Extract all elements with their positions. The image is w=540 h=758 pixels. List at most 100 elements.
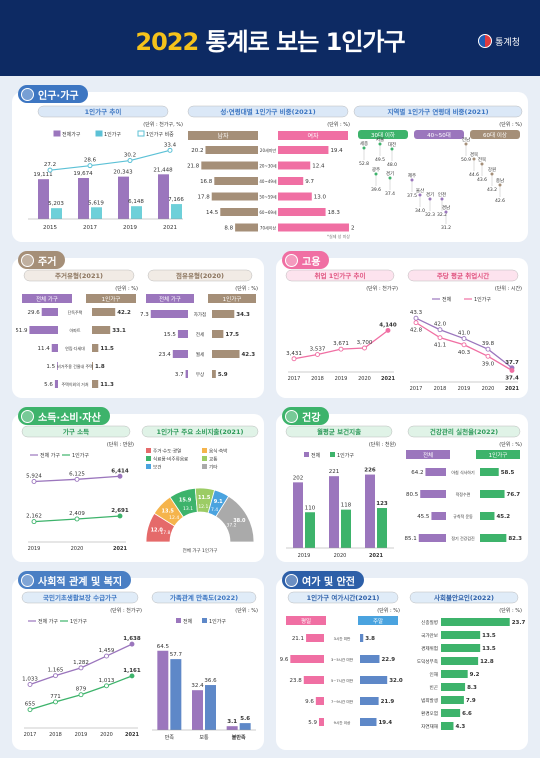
spend-inner-4: 7.4 xyxy=(211,507,218,513)
welfare-value-0-4: 1,638 xyxy=(123,636,141,642)
htype-right-bar-4 xyxy=(92,380,99,388)
hours-value-1-0: 42.8 xyxy=(410,328,423,334)
healthpractice-right-value-1: 76.7 xyxy=(507,492,521,498)
sexage-male-value-5: 8.8 xyxy=(224,226,233,232)
income-point-0-2 xyxy=(117,473,123,479)
anxiety-value-7: 6.6 xyxy=(462,711,472,717)
region-group-bg-1 xyxy=(414,130,464,139)
chart-housing-type: 주거유형(2021) (단위 : %) 전체 가구 1인가구 29.6 42.2 단독주택 5… xyxy=(16,269,138,388)
region-point-5 xyxy=(410,178,414,182)
chart-employed: 취업 1인가구 추이(단위 : 천가구) 3,431 3,537 3,671 3,700… xyxy=(285,269,398,382)
sexage-male-value-0: 20.2 xyxy=(191,148,203,154)
anxiety-value-3: 12.8 xyxy=(480,659,494,665)
people-icon xyxy=(21,573,34,587)
hours-title: 주당 평균 취업시간 xyxy=(437,271,489,280)
tenure-left-label: 전체 가구 xyxy=(159,295,181,303)
leisure-left-bar-1 xyxy=(290,655,324,663)
anxiety-value-4: 9.2 xyxy=(470,672,480,678)
family-x-2: 불만족 xyxy=(232,734,246,741)
income-value-0-0: 5,924 xyxy=(26,473,42,479)
hh-xlabel-2: 2019 xyxy=(123,225,137,231)
tenure-title: 점유유형(2020) xyxy=(176,271,224,280)
region-point-12 xyxy=(480,162,484,166)
htype-category-1: 아파트 xyxy=(69,327,80,333)
healthcost-value-0-0: 202 xyxy=(293,475,304,481)
spend-legend-swatch-1 xyxy=(202,448,207,453)
home-icon xyxy=(21,253,34,267)
leisure-left-value-4: 5.9 xyxy=(308,720,317,726)
healthpractice-right-value-0: 58.5 xyxy=(501,470,515,476)
region-name-11: 경북 xyxy=(470,151,478,158)
hours-point-1-4 xyxy=(509,368,515,373)
region-value-6: 34.0 xyxy=(415,208,425,214)
region-value-3: 39.6 xyxy=(371,187,381,193)
chart-work-hours: 주당 평균 취업시간 (단위 : 시간) 전체 1인가구 43.3 42.0 41.0 39.… xyxy=(407,269,522,392)
spend-title: 1인가구 주요 소비지출(2021) xyxy=(157,427,244,436)
region-name-7: 경기 xyxy=(426,191,434,198)
hh-xlabel-3: 2021 xyxy=(163,225,177,231)
leisure-right-value-2: 32.0 xyxy=(389,678,403,684)
hh-label-one-2: 6,148 xyxy=(128,199,144,205)
badge-health: 건강 xyxy=(282,407,330,425)
leisure-title-bg xyxy=(287,591,399,604)
hours-point-1-3 xyxy=(485,353,491,359)
tenure-right-value-1: 17.5 xyxy=(225,332,239,338)
healthcost-legend-0: 전체 xyxy=(311,452,321,459)
htype-right-value-0: 42.2 xyxy=(117,310,131,316)
employed-unit: (단위 : 천가구) xyxy=(366,285,398,292)
htype-right-bar-0 xyxy=(92,308,116,316)
spend-legend-0: 주거·수도·광열 xyxy=(153,448,181,455)
family-bar-1-0 xyxy=(170,659,182,730)
sexage-male-header xyxy=(188,131,258,140)
region-point-11 xyxy=(472,157,476,161)
sexage-female-bar-3 xyxy=(278,192,312,201)
badge-housing: 주거 xyxy=(18,251,66,269)
family-value-1-2: 5.6 xyxy=(240,716,250,722)
sexage-male-bar-5 xyxy=(235,223,258,232)
bicycle-icon xyxy=(285,573,298,587)
hours-value-0-0: 43.3 xyxy=(410,310,423,316)
healthpractice-unit: (단위 : %) xyxy=(499,441,522,448)
employed-value-0-2: 3,671 xyxy=(333,341,349,347)
region-point-10 xyxy=(464,142,468,146)
chart-welfare: 국민기초생활보장 수급가구 (단위 : 천가구) 전체 가구 1인가구 1,033 1,1… xyxy=(21,591,142,738)
htype-category-4: 주택이외의 거처 xyxy=(61,381,88,387)
panel-leisure: 여가 및 안전 1인가구 여가시간(2021) (단위 : %) 평일 주말 21.1 3… xyxy=(276,571,528,750)
family-value-0-0: 64.5 xyxy=(157,644,170,650)
sexage-age-2: 40~49세 xyxy=(259,178,277,184)
hours-point-1-0 xyxy=(413,320,419,326)
income-value-1-0: 2,162 xyxy=(26,514,42,520)
family-x-1: 보통 xyxy=(199,735,209,741)
welfare-x-3: 2020 xyxy=(100,732,113,738)
leisure-left-value-3: 9.6 xyxy=(305,699,314,705)
hours-unit: (단위 : 시간) xyxy=(495,285,522,292)
htype-right-value-2: 11.5 xyxy=(100,346,114,352)
anxiety-title: 사회불안요인(2022) xyxy=(434,593,494,602)
tenure-right-value-0: 34.3 xyxy=(236,312,250,318)
welfare-value-1-4: 1,161 xyxy=(123,668,141,674)
leisure-right-bar-2 xyxy=(360,676,388,684)
healthcost-legend-swatch-0 xyxy=(304,452,309,457)
tenure-right-header xyxy=(208,294,256,303)
region-value-10: 50.9 xyxy=(461,157,471,163)
anxiety-bar-5 xyxy=(441,683,466,691)
heart-icon xyxy=(285,409,298,423)
employed-point-0-0 xyxy=(291,356,297,362)
htype-category-2: 연립·다세대 xyxy=(65,345,85,351)
agency-logo: 통계청 xyxy=(478,34,520,48)
leisure-right-bar-3 xyxy=(360,697,379,705)
chart-family: 가족관계 만족도(2022) (단위 : %) 전체 1인가구 64.557.7 만족 32… xyxy=(151,591,258,741)
welfare-x-4: 2021 xyxy=(125,732,139,738)
tenure-left-value-1: 15.5 xyxy=(164,332,177,338)
leisure-right-header xyxy=(358,616,398,625)
anxiety-value-6: 7.9 xyxy=(466,698,476,704)
anxiety-bar-0 xyxy=(441,618,510,626)
healthpractice-left-value-2: 45.5 xyxy=(417,514,430,520)
region-value-2: 48.0 xyxy=(387,162,397,168)
htype-left-bar-2 xyxy=(51,344,58,352)
region-title-bg xyxy=(353,105,523,118)
hh-legend-2: 1인가구 비중 xyxy=(146,131,174,138)
hh-bar-total-1 xyxy=(78,178,89,219)
hours-value-1-4: 37.4 xyxy=(505,375,519,381)
hh-ratio-point-3 xyxy=(167,147,173,153)
